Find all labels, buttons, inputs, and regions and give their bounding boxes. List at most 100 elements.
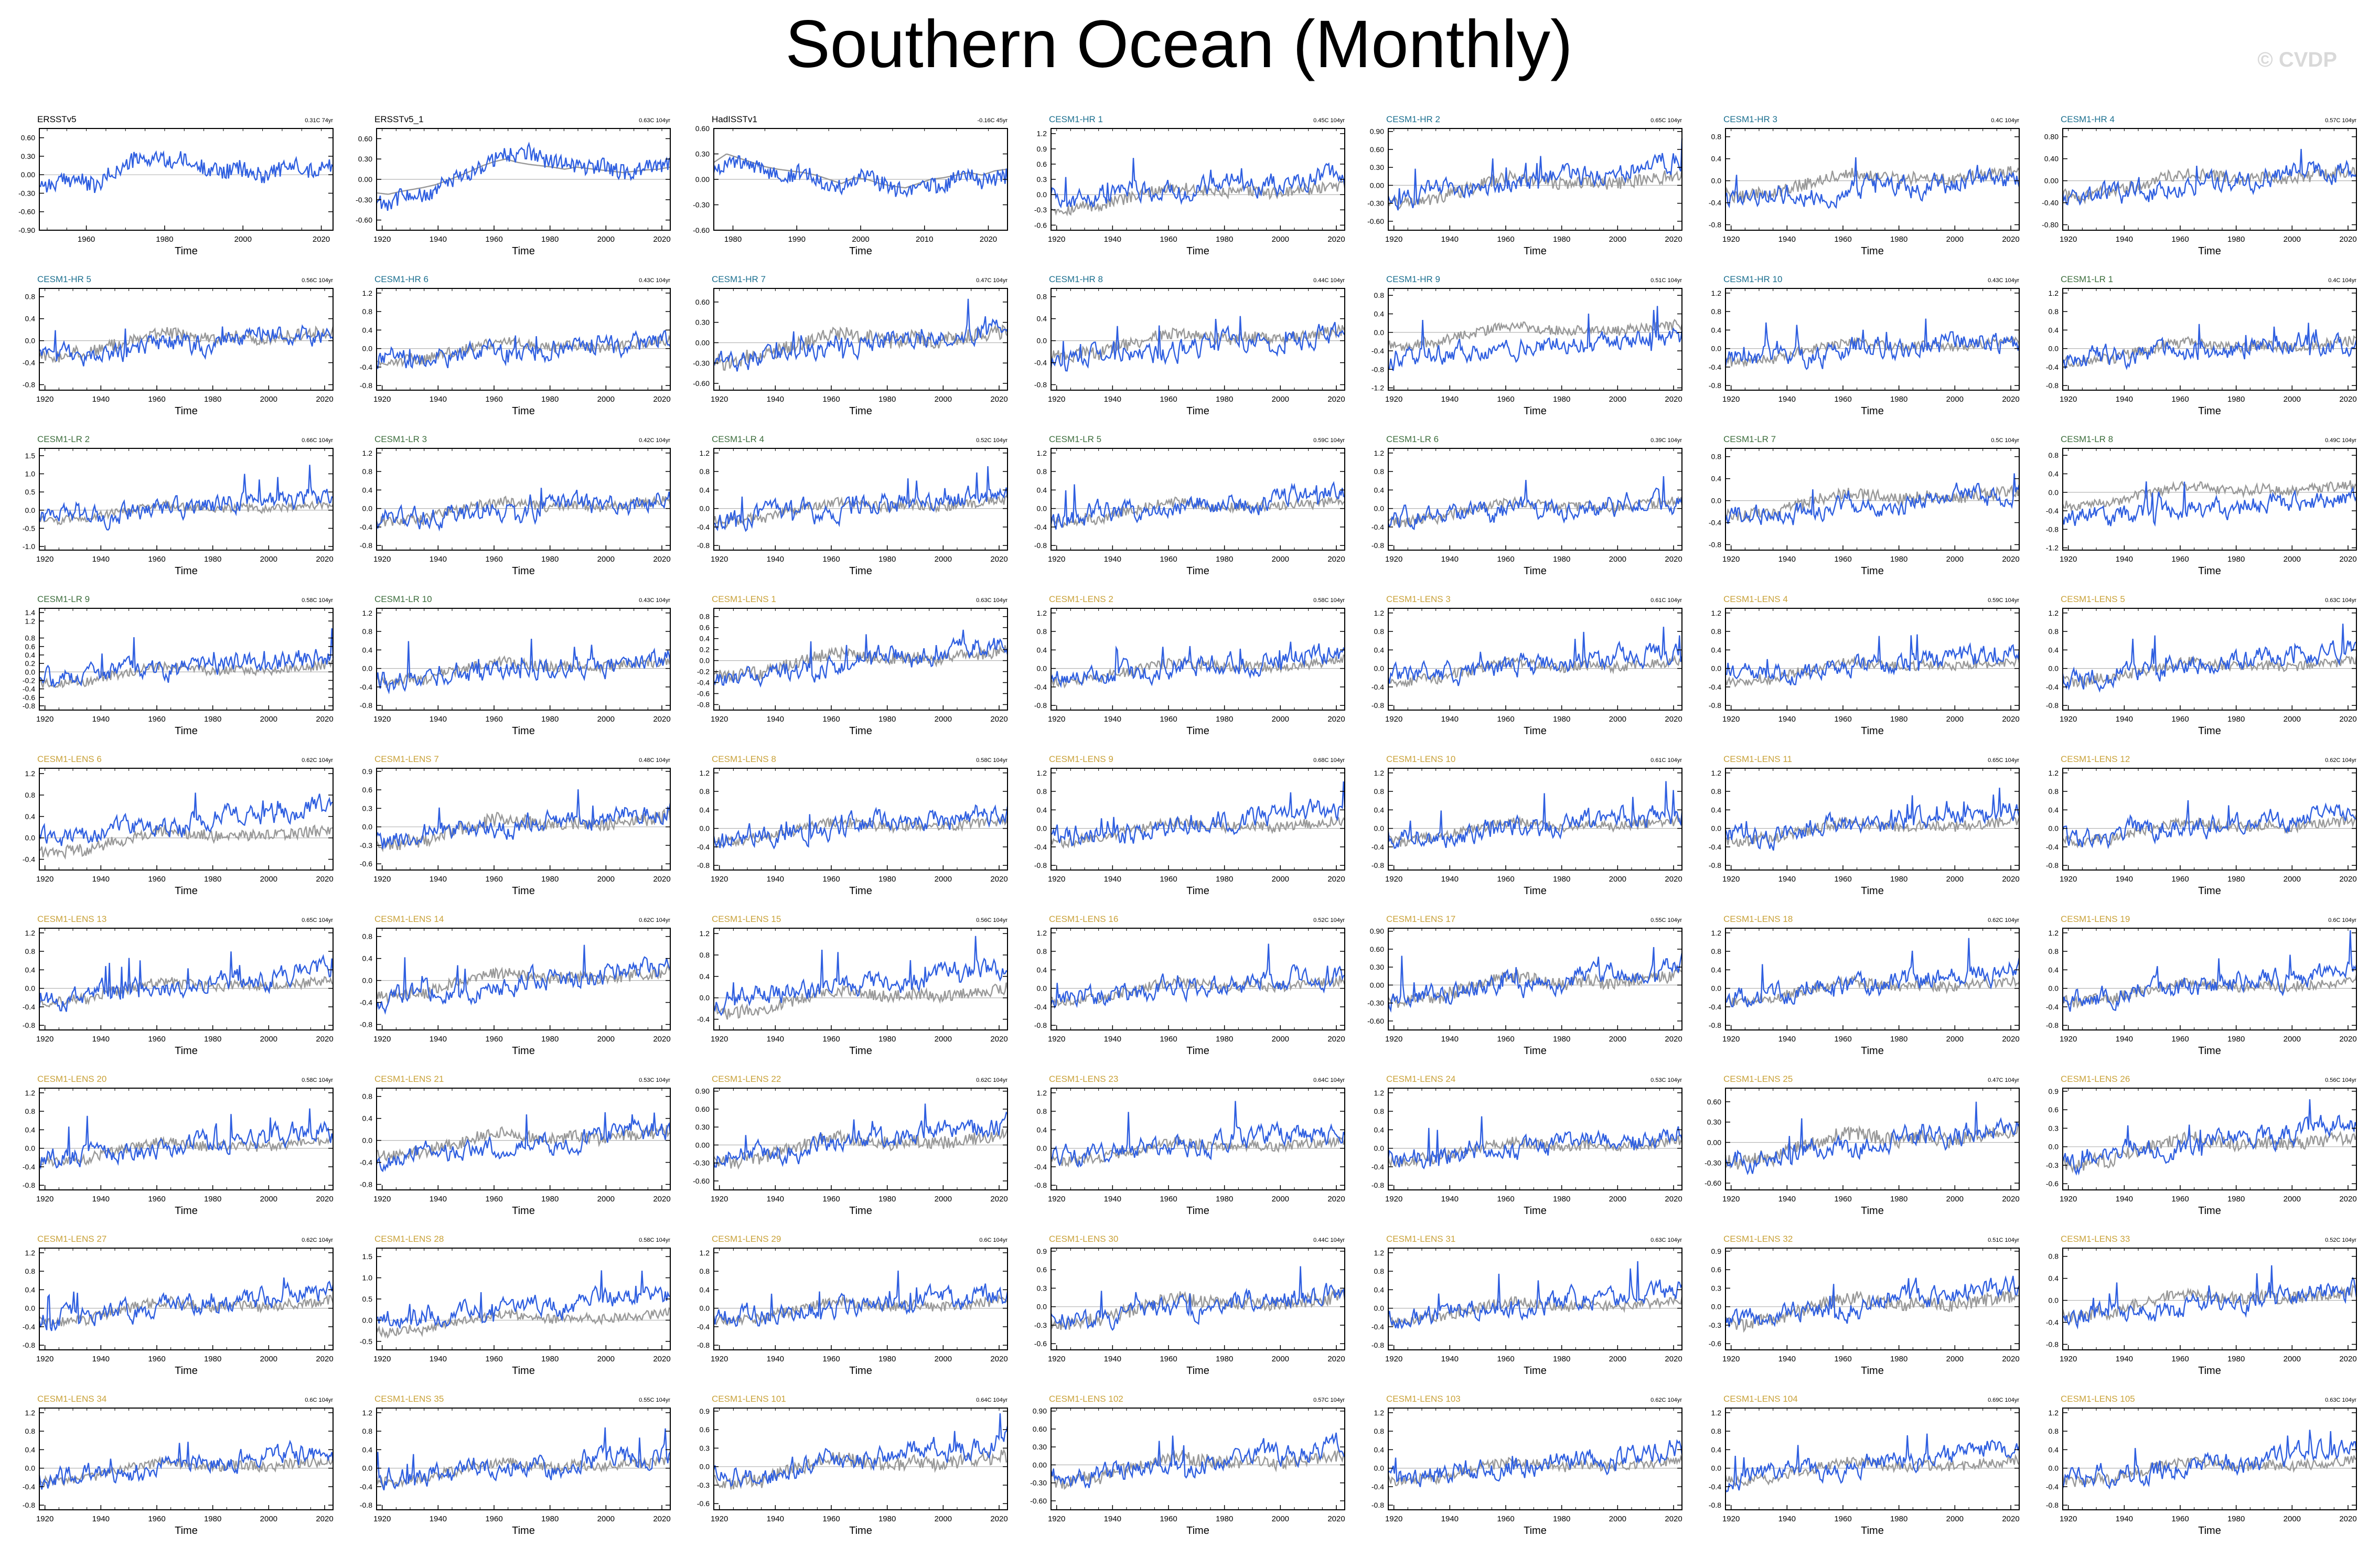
x-axis-label: Time: [1186, 565, 1209, 577]
x-tick-label: 2020: [1327, 1035, 1345, 1044]
plot-frame: [39, 1408, 334, 1510]
y-tick-label: 0.8: [1711, 133, 1722, 141]
x-axis-label: Time: [849, 1205, 872, 1217]
y-tick-label: -0.4: [697, 1015, 710, 1024]
x-tick-label: 1920: [711, 555, 728, 564]
y-tick-label: -0.2: [23, 676, 35, 684]
y-tick-label: 0.0: [25, 668, 36, 676]
y-tick-label: -0.4: [360, 363, 372, 371]
x-tick-label: 1960: [2171, 715, 2189, 724]
x-tick-label: 1980: [204, 1195, 221, 1204]
y-tick-label: 1.2: [1711, 1409, 1722, 1417]
model-series-line: [1387, 781, 1683, 849]
y-tick-label: 0.8: [1374, 291, 1385, 299]
y-tick-label: 0.0: [700, 824, 710, 833]
chart-panel: CESM1-LR 5 0.59C 104yr 1920 1940 1960 1980 200…: [1034, 434, 1345, 577]
x-tick-label: 2020: [990, 395, 1007, 404]
panel-title: CESM1-LENS 35: [374, 1394, 444, 1404]
panel-trend-label: 0.63C 104yr: [639, 117, 670, 124]
y-tick-label: -0.60: [18, 208, 35, 216]
x-tick-label: 1920: [2060, 235, 2077, 244]
chart-panel: CESM1-LR 4 0.52C 104yr 1920 1940 1960 1980 200…: [697, 434, 1009, 577]
chart-panel: CESM1-LENS 34 0.6C 104yr 1920 1940 1960 1980 2…: [23, 1394, 334, 1537]
x-tick-label: 1940: [767, 715, 784, 724]
y-tick-label: 0.4: [1374, 806, 1385, 814]
panel-title: CESM1-LENS 17: [1386, 914, 1455, 924]
y-tick-label: 0.30: [21, 152, 35, 160]
chart-panel: CESM1-LENS 10 0.61C 104yr 1920 1940 1960 1980…: [1371, 754, 1683, 897]
y-tick-label: 0.0: [2049, 1143, 2059, 1151]
plot-frame: [1388, 608, 1682, 711]
y-tick-label: 0.60: [1370, 945, 1384, 953]
y-tick-label: 1.0: [25, 470, 36, 478]
y-tick-label: -0.60: [1367, 217, 1384, 225]
y-tick-label: -0.60: [693, 379, 710, 388]
panel-trend-label: 0.42C 104yr: [639, 437, 670, 444]
x-tick-label: 1920: [36, 715, 53, 724]
observed-series-line: [1724, 1288, 2020, 1333]
x-tick-label: 1920: [36, 1195, 53, 1204]
x-tick-label: 1990: [788, 235, 806, 244]
y-tick-label: 0.60: [21, 134, 35, 142]
y-tick-label: 0.9: [362, 767, 373, 776]
x-tick-label: 1980: [1890, 235, 1907, 244]
panel-title: CESM1-LENS 29: [712, 1234, 781, 1244]
y-tick-label: -0.30: [1705, 1158, 1721, 1167]
x-tick-label: 2000: [935, 1515, 952, 1523]
model-series-line: [376, 944, 671, 1015]
x-axis-label: Time: [2198, 1205, 2221, 1217]
y-tick-label: -0.8: [1371, 365, 1384, 373]
x-tick-label: 2000: [597, 715, 615, 724]
y-tick-label: -0.6: [697, 690, 710, 698]
chart-panel: CESM1-LR 1 0.4C 104yr 1920 1940 1960 1980 2000…: [2046, 274, 2357, 417]
x-tick-label: 2000: [935, 1355, 952, 1363]
y-tick-label: -0.8: [1034, 701, 1047, 710]
panel-trend-label: 0.57C 104yr: [2325, 117, 2356, 124]
x-tick-label: 2020: [1327, 1195, 1345, 1204]
x-tick-label: 1920: [1385, 1515, 1402, 1523]
y-tick-label: 0.8: [1037, 787, 1047, 796]
panel-trend-label: 0.31C 74yr: [305, 117, 333, 124]
observed-series-line: [1724, 485, 2020, 523]
chart-panel: CESM1-LENS 5 0.63C 104yr 1920 1940 1960 1980 2…: [2046, 594, 2357, 737]
x-tick-label: 1940: [430, 235, 447, 244]
x-tick-label: 2000: [2284, 875, 2301, 884]
y-tick-label: 1.2: [2049, 609, 2059, 617]
x-tick-label: 1960: [1160, 1355, 1177, 1363]
y-tick-label: 0.4: [2049, 470, 2059, 478]
y-tick-label: 0.8: [25, 947, 36, 955]
y-tick-label: 1.2: [362, 289, 373, 297]
y-tick-label: -0.8: [23, 1181, 35, 1189]
x-axis-label: Time: [512, 565, 535, 577]
panel-trend-label: 0.62C 104yr: [1988, 917, 2019, 923]
y-tick-label: 0.90: [695, 1087, 710, 1096]
x-tick-label: 1940: [92, 1515, 110, 1523]
x-tick-label: 2000: [1609, 1195, 1626, 1204]
x-axis-label: Time: [849, 885, 872, 897]
chart-panel: CESM1-LR 10 0.43C 104yr 1920 1940 1960 1980 20…: [360, 594, 671, 737]
y-tick-label: -0.4: [360, 998, 372, 1007]
x-tick-label: 2000: [2284, 1515, 2301, 1523]
panel-title: CESM1-LR 4: [712, 434, 764, 444]
x-tick-label: 2020: [316, 1515, 333, 1523]
chart-panel: CESM1-HR 6 0.43C 104yr 1920 1940 1960 1980 200…: [360, 274, 671, 417]
x-tick-label: 2020: [2002, 1035, 2019, 1044]
x-tick-label: 2000: [260, 715, 277, 724]
y-tick-label: 0.8: [362, 307, 373, 316]
panel-trend-label: 0.52C 104yr: [1313, 917, 1345, 923]
y-tick-label: 0.8: [700, 1267, 710, 1275]
x-tick-label: 1940: [1778, 715, 1796, 724]
panel-trend-label: 0.58C 104yr: [302, 1077, 333, 1083]
y-tick-label: 0.60: [695, 124, 710, 133]
plot-frame: [2062, 1408, 2357, 1510]
y-tick-label: 0.8: [700, 613, 710, 621]
plot-frame: [1725, 128, 2020, 231]
y-tick-label: 0.0: [1711, 984, 1722, 993]
panel-title: CESM1-LENS 11: [1723, 754, 1792, 764]
observed-series-line: [1387, 318, 1683, 352]
chart-panel: CESM1-LENS 13 0.65C 104yr 1920 1940 1960 1980…: [23, 914, 334, 1057]
x-tick-label: 1940: [430, 555, 447, 564]
chart-panel: CESM1-HR 8 0.44C 104yr 1920 1940 1960 1980 200…: [1034, 274, 1346, 417]
panel-trend-label: 0.56C 104yr: [302, 277, 333, 284]
x-axis-label: Time: [1861, 565, 1884, 577]
